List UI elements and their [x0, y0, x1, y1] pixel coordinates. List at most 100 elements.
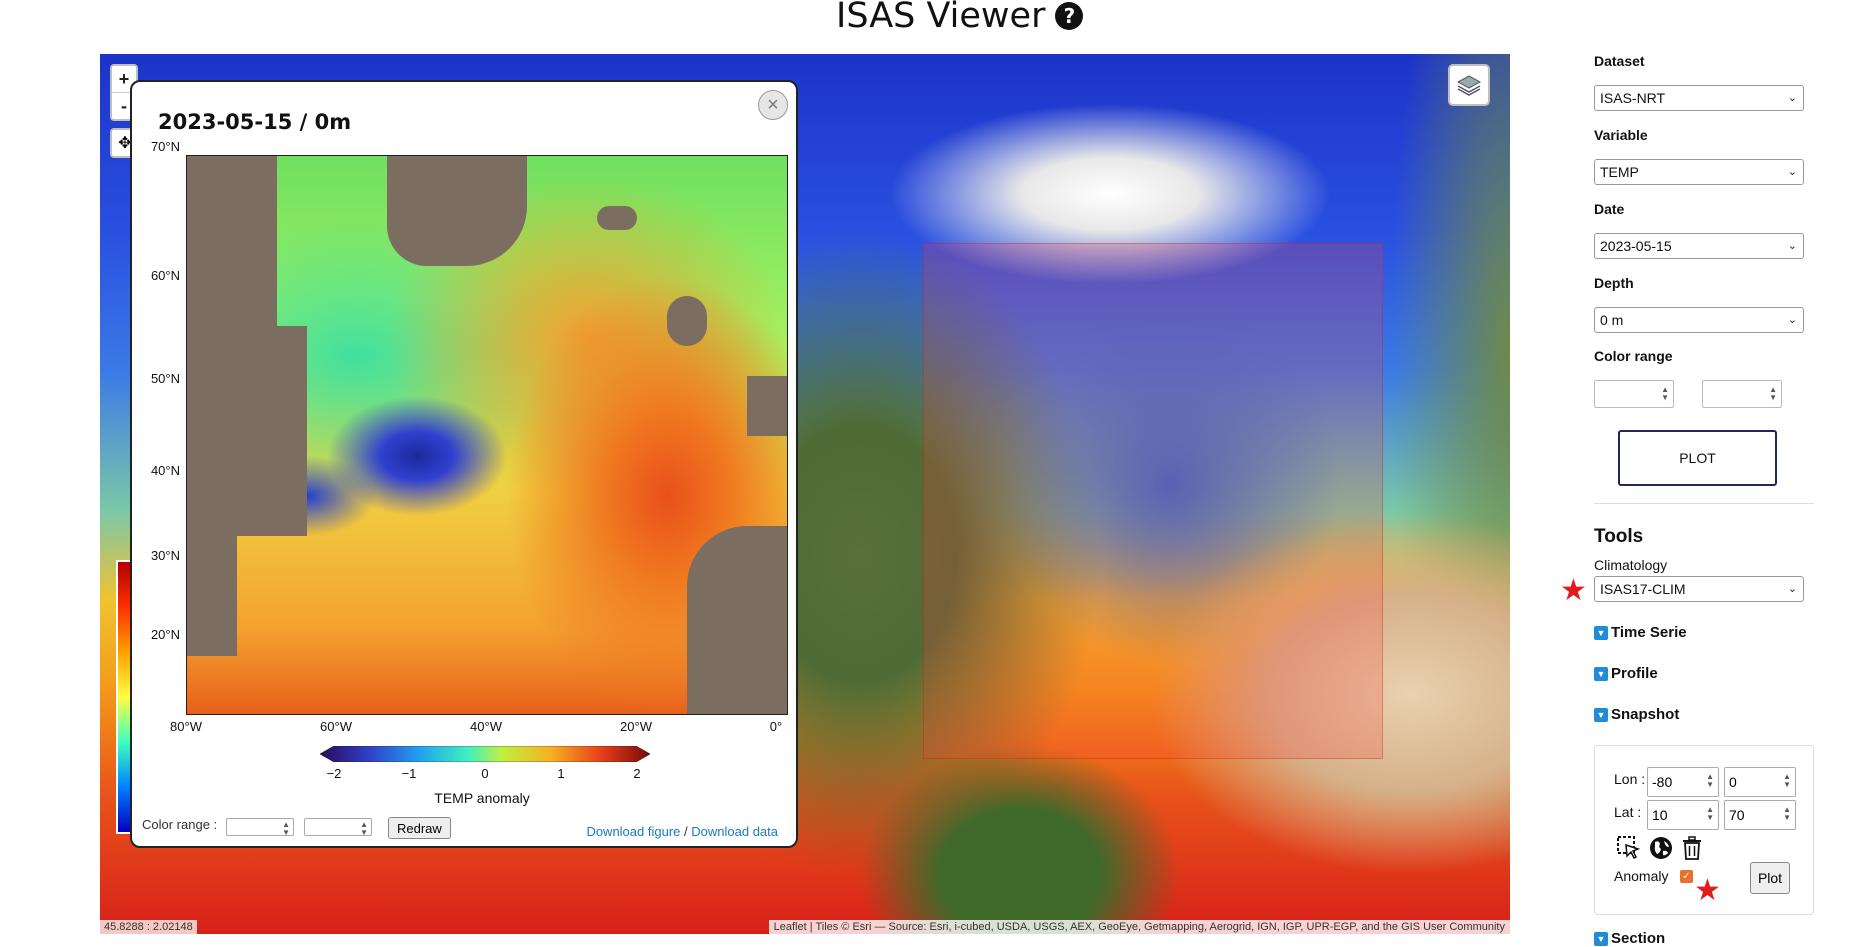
anomaly-map-plot [186, 155, 788, 715]
dataset-select[interactable]: ISAS-NRT ⌄ [1594, 85, 1804, 111]
zoom-in-button[interactable]: + [112, 66, 136, 93]
star-icon: ★ [1560, 574, 1587, 607]
download-links: Download figure / Download data [586, 824, 778, 839]
close-icon[interactable]: × [758, 90, 788, 120]
dataset-label: Dataset [1594, 53, 1645, 69]
lat-label: Lat : [1614, 804, 1642, 820]
depth-select[interactable]: 0 m ⌄ [1594, 307, 1804, 333]
download-data-link[interactable]: Download data [691, 824, 778, 839]
map-attribution: Leaflet | Tiles © Esri — Source: Esri, i… [768, 920, 1510, 934]
lat-min-value: 10 [1652, 807, 1668, 823]
download-figure-link[interactable]: Download figure [586, 824, 681, 839]
snapshot-selection-box [923, 243, 1383, 759]
toggle-triangle-icon: ▼ [1594, 707, 1608, 722]
variable-select[interactable]: TEMP ⌄ [1594, 159, 1804, 185]
select-area-icon[interactable] [1616, 835, 1642, 868]
climatology-label: Climatology [1594, 557, 1668, 573]
control-sidebar: Dataset ISAS-NRT ⌄ Variable TEMP ⌄ Date 20… [1560, 0, 1820, 947]
mouse-coordinates: 45.8288 : 2.02148 [100, 920, 197, 934]
climatology-select[interactable]: ISAS17-CLIM ⌄ [1594, 576, 1804, 602]
depth-label: Depth [1594, 275, 1634, 291]
snapshot-plot-button[interactable]: Plot [1750, 862, 1790, 894]
chevron-down-icon: ⌄ [1787, 314, 1797, 326]
trash-icon[interactable] [1680, 835, 1704, 868]
popup-range-max-input[interactable]: ▲ ▼ [304, 818, 372, 837]
north-america-land [187, 326, 307, 536]
x-tick: 20°W [620, 719, 652, 734]
divider [1594, 503, 1814, 504]
popup-range-min-input[interactable]: ▲ ▼ [226, 818, 294, 837]
zoom-out-button[interactable]: - [121, 95, 127, 116]
colorbar-tick: 1 [557, 766, 565, 781]
page-title-text: ISAS Viewer [836, 0, 1046, 36]
uk-land [667, 296, 707, 346]
anomaly-checkbox[interactable]: ✓ [1680, 870, 1693, 883]
tools-title: Tools [1594, 526, 1644, 547]
variable-value: TEMP [1600, 164, 1639, 180]
star-icon: ★ [1694, 874, 1721, 907]
y-tick: 20°N [150, 627, 180, 642]
lon-min-input[interactable]: -80 ▲ ▼ [1647, 767, 1719, 797]
section-time-serie[interactable]: ▼ Time Serie [1594, 624, 1687, 641]
section-label: Snapshot [1611, 706, 1680, 723]
color-range-max-input[interactable]: ▲ ▼ [1702, 380, 1782, 408]
canada-land [187, 156, 277, 326]
lon-max-value: 0 [1729, 774, 1737, 790]
snapshot-popup: × 2023-05-15 / 0m 70°N 60°N 50°N 40°N 30… [130, 80, 798, 848]
y-tick: 30°N [150, 548, 180, 563]
redraw-button[interactable]: Redraw [388, 817, 451, 839]
x-tick: 40°W [470, 719, 502, 734]
date-value: 2023-05-15 [1600, 238, 1672, 254]
popup-title: 2023-05-15 / 0m [158, 110, 352, 134]
x-tick: 60°W [320, 719, 352, 734]
x-tick: 0° [769, 719, 783, 734]
colorbar-tick: 2 [633, 766, 641, 781]
date-select[interactable]: 2023-05-15 ⌄ [1594, 233, 1804, 259]
lon-label: Lon : [1614, 771, 1646, 787]
y-tick: 60°N [150, 268, 180, 283]
colorbar-tick: −2 [326, 766, 342, 781]
section-label: Time Serie [1611, 624, 1687, 641]
lat-min-input[interactable]: 10 ▲ ▼ [1647, 800, 1719, 830]
section-profile[interactable]: ▼ Profile [1594, 665, 1658, 682]
x-tick: 80°W [170, 719, 202, 734]
colorbar-label: TEMP anomaly [434, 790, 530, 806]
toggle-triangle-icon: ▼ [1594, 625, 1608, 640]
plot-button[interactable]: PLOT [1618, 430, 1777, 486]
climatology-value: ISAS17-CLIM [1600, 581, 1686, 597]
greenland-land [387, 156, 527, 266]
date-label: Date [1594, 201, 1625, 217]
lon-min-value: -80 [1652, 774, 1673, 790]
toggle-triangle-icon: ▼ [1594, 666, 1608, 681]
colorbar [320, 746, 650, 762]
page-title: ISAS Viewer ? [836, 0, 1084, 36]
colorbar-tick: −1 [401, 766, 417, 781]
anomaly-label: Anomaly [1614, 868, 1669, 884]
africa-land [687, 526, 787, 714]
color-range-label: Color range [1594, 348, 1673, 364]
chevron-down-icon: ⌄ [1787, 166, 1797, 178]
help-icon[interactable]: ? [1055, 2, 1084, 30]
chevron-down-icon: ⌄ [1787, 240, 1797, 252]
layers-icon[interactable] [1448, 64, 1490, 106]
iberia-land [747, 376, 787, 436]
color-range-min-input[interactable]: ▲ ▼ [1594, 380, 1674, 408]
us-land [187, 536, 237, 656]
y-tick: 40°N [150, 463, 180, 478]
link-separator: / [684, 824, 688, 839]
lon-max-input[interactable]: 0 ▲ ▼ [1724, 767, 1796, 797]
section-label: Profile [1611, 665, 1658, 682]
dataset-value: ISAS-NRT [1600, 90, 1666, 106]
chevron-down-icon: ⌄ [1787, 583, 1797, 595]
depth-value: 0 m [1600, 312, 1624, 328]
colorbar-tick: 0 [481, 766, 489, 781]
section-snapshot[interactable]: ▼ Snapshot [1594, 706, 1679, 723]
lat-max-value: 70 [1729, 807, 1745, 823]
y-tick: 70°N [150, 139, 180, 154]
y-tick: 50°N [150, 371, 180, 386]
popup-color-range-label: Color range : [142, 817, 218, 832]
chevron-down-icon: ⌄ [1787, 92, 1797, 104]
lat-max-input[interactable]: 70 ▲ ▼ [1724, 800, 1796, 830]
globe-icon[interactable] [1648, 835, 1674, 868]
iceland-land [597, 206, 637, 230]
